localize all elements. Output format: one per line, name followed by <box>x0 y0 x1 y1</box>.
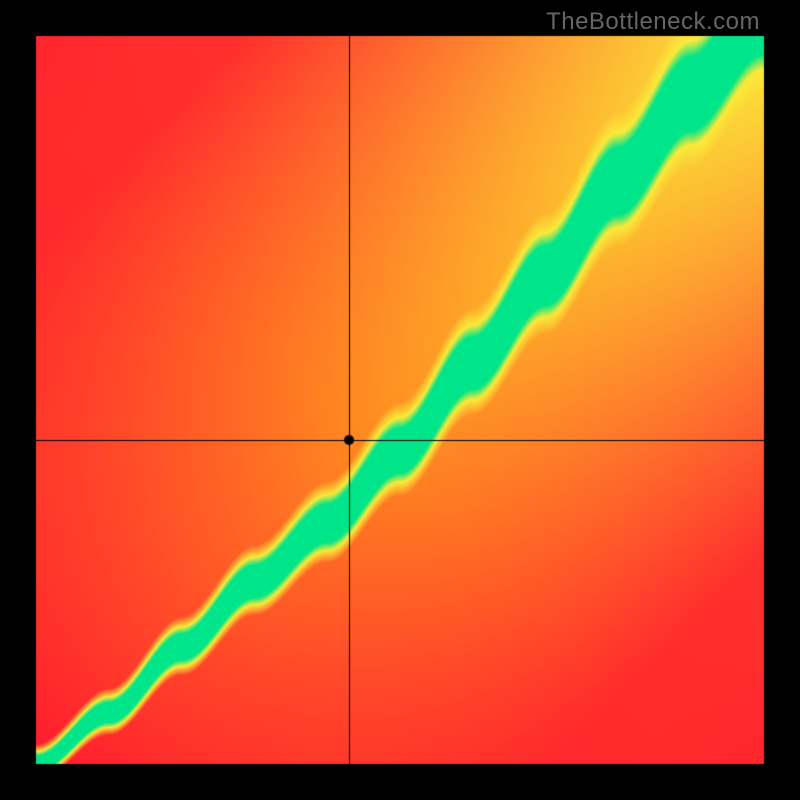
chart-container: TheBottleneck.com <box>0 0 800 800</box>
watermark-text: TheBottleneck.com <box>546 8 760 36</box>
bottleneck-heatmap <box>0 0 800 800</box>
